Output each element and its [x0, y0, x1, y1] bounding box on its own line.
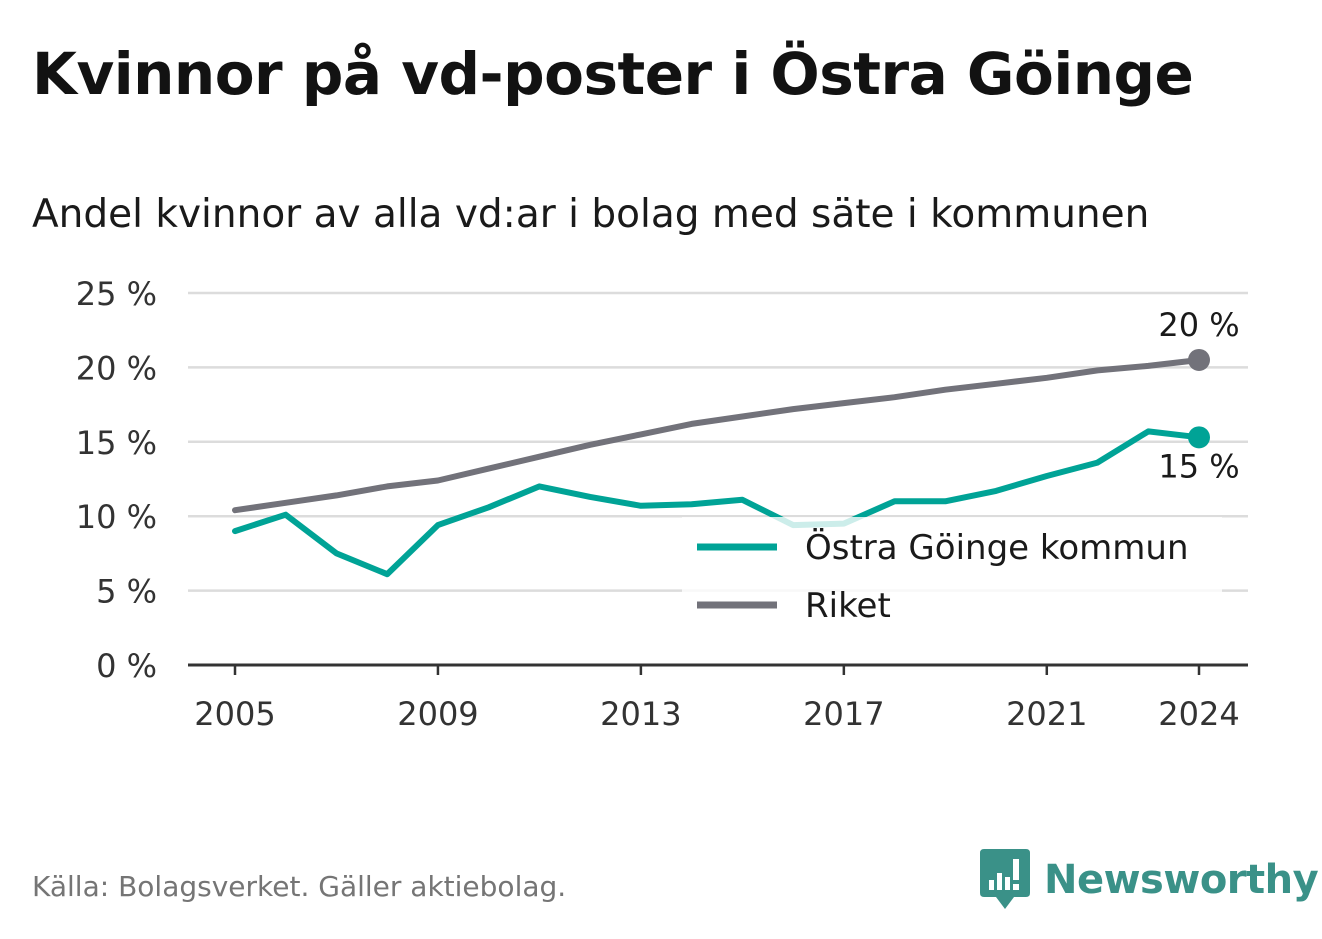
- x-tick-label: 2005: [194, 695, 275, 733]
- x-tick-label: 2024: [1158, 695, 1239, 733]
- chart-subtitle: Andel kvinnor av alla vd:ar i bolag med …: [32, 192, 1150, 237]
- brand-name: Newsworthy: [1044, 857, 1319, 903]
- line-chart: 0 %5 %10 %15 %20 %25 % 2005 2009 2013 2017 2…: [76, 275, 1248, 733]
- legend-label: Östra Göinge kommun: [805, 527, 1189, 568]
- newsworthy-logo-icon: [980, 849, 1030, 909]
- x-tick-label: 2017: [803, 695, 884, 733]
- legend-label: Riket: [805, 586, 891, 626]
- end-markers: 15 % 20 %: [1158, 306, 1239, 485]
- source-note: Källa: Bolagsverket. Gäller aktiebolag.: [32, 870, 567, 903]
- y-tick-label: 20 %: [76, 349, 157, 387]
- chart-title: Kvinnor på vd-poster i Östra Göinge: [32, 40, 1194, 108]
- x-axis: 2005 2009 2013 2017 2021 2024: [188, 663, 1248, 733]
- end-label: 20 %: [1158, 306, 1239, 344]
- x-tick-label: 2009: [397, 695, 478, 733]
- y-tick-label: 0 %: [96, 647, 157, 685]
- x-tick-label: 2021: [1006, 695, 1087, 733]
- y-tick-label: 5 %: [96, 573, 157, 611]
- series-lines: [232, 357, 1202, 578]
- y-axis-ticks: 0 % 5 % 10 % 15 % 20 % 25 %: [76, 275, 157, 685]
- brand-logo: Newsworthy: [980, 848, 1319, 912]
- y-tick-label: 25 %: [76, 275, 157, 313]
- legend: Östra Göinge kommun Riket: [682, 517, 1222, 635]
- y-tick-label: 15 %: [76, 424, 157, 462]
- legend-background: [682, 517, 1222, 635]
- end-marker: [1188, 426, 1210, 449]
- y-tick-label: 10 %: [76, 498, 157, 536]
- end-marker: [1188, 348, 1210, 371]
- end-label: 15 %: [1158, 447, 1239, 485]
- series-line: [232, 357, 1202, 514]
- series-line: [232, 428, 1202, 578]
- x-tick-label: 2013: [600, 695, 681, 733]
